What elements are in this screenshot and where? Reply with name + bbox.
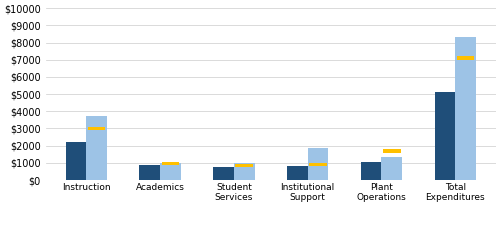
Bar — [140, 166, 160, 180]
Bar — [214, 167, 234, 180]
Bar — [86, 116, 107, 180]
Bar — [383, 149, 400, 152]
Bar — [309, 163, 327, 166]
Bar — [162, 162, 179, 166]
Bar — [382, 157, 402, 180]
Bar — [434, 92, 456, 180]
Bar — [88, 127, 106, 130]
Bar — [66, 142, 86, 180]
Bar — [236, 164, 253, 167]
Bar — [308, 148, 328, 180]
Bar — [160, 163, 181, 180]
Bar — [234, 163, 254, 180]
Bar — [456, 38, 476, 180]
Bar — [287, 166, 308, 180]
Bar — [361, 162, 382, 180]
Bar — [457, 56, 474, 60]
